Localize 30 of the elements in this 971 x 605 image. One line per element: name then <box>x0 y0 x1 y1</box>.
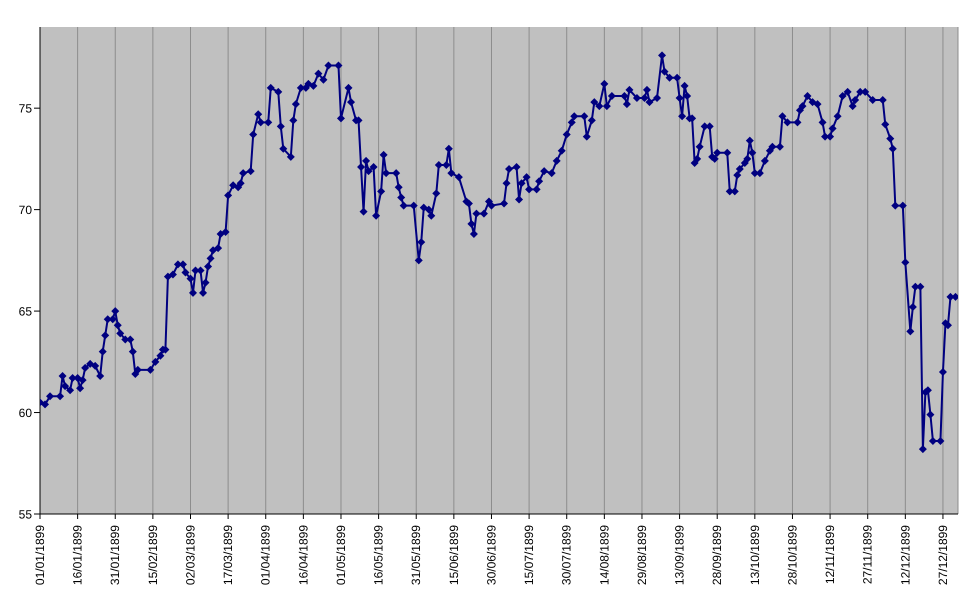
x-tick-label: 15/02/1899 <box>146 524 160 586</box>
x-tick-label: 27/11/1899 <box>860 524 875 584</box>
y-tick-label: 70 <box>18 202 32 217</box>
x-tick-label: 13/09/1899 <box>672 524 687 586</box>
x-tick-label: 17/03/1899 <box>221 524 236 586</box>
y-tick-label: 65 <box>18 304 32 318</box>
x-tick-label: 30/06/1899 <box>484 524 498 586</box>
x-tick-label: 15/06/1899 <box>446 524 461 586</box>
x-tick-label: 01/01/1899 <box>33 524 47 586</box>
x-tick-label: 01/05/1899 <box>334 524 348 586</box>
x-tick-label: 27/12/1899 <box>936 524 950 586</box>
x-tick-label: 02/03/1899 <box>183 524 198 586</box>
x-tick-label: 16/01/1899 <box>70 524 85 586</box>
x-tick-label: 16/04/1899 <box>296 524 310 586</box>
y-tick-label: 75 <box>18 101 32 116</box>
x-tick-label: 14/08/1899 <box>597 524 612 586</box>
x-tick-label: 31/05/1899 <box>409 524 424 586</box>
x-tick-label: 31/01/1899 <box>108 524 122 586</box>
x-tick-label: 30/07/1899 <box>560 524 574 586</box>
x-tick-label: 01/04/1899 <box>258 524 273 586</box>
x-tick-label: 29/08/1899 <box>634 524 649 586</box>
x-tick-label: 12/11/1899 <box>823 524 838 584</box>
y-tick-label: 55 <box>18 507 32 522</box>
y-tick-label: 60 <box>18 406 32 420</box>
x-tick-label: 16/05/1899 <box>372 524 386 586</box>
x-tick-label: 15/07/1899 <box>522 524 536 586</box>
x-tick-label: 28/09/1899 <box>710 524 724 586</box>
x-tick-label: 13/10/1899 <box>748 524 762 586</box>
x-tick-label: 28/10/1899 <box>785 524 800 586</box>
x-tick-label: 12/12/1899 <box>898 524 912 586</box>
